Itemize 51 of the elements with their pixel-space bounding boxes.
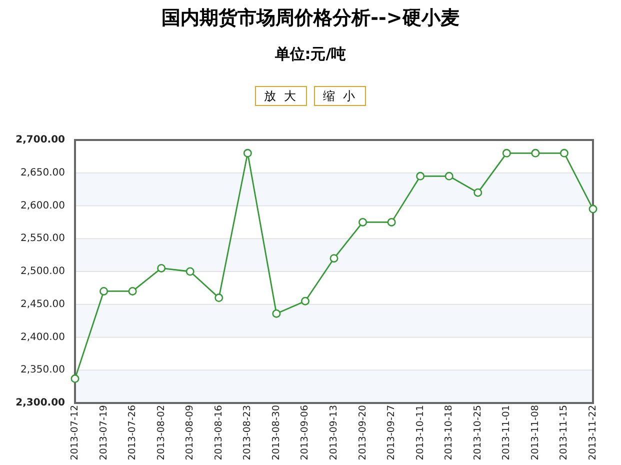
zoom-out-button[interactable]: 缩 小	[314, 86, 366, 106]
y-tick-label: 2,550.00	[20, 233, 65, 244]
x-tick-label: 2013-09-20	[357, 405, 368, 460]
x-tick-label: 2013-10-25	[472, 405, 484, 460]
x-tick-label: 2013-09-27	[386, 405, 398, 460]
x-tick-label: 2013-09-06	[300, 405, 311, 460]
y-tick-label: 2,450.00	[20, 298, 65, 310]
point	[128, 286, 137, 296]
chart-subtitle: 单位:元/吨	[274, 45, 348, 64]
point	[186, 267, 194, 276]
point	[560, 148, 568, 158]
point	[531, 148, 540, 158]
point	[502, 148, 511, 158]
x-tick-label: 2013-11-08	[530, 405, 541, 460]
x-tick-label: 2013-11-15	[558, 405, 570, 460]
x-tick-label: 2013-10-18	[444, 405, 455, 460]
x-tick-label: 2013-11-22	[588, 405, 598, 460]
x-tick-label: 2013-07-12	[70, 405, 80, 460]
x-tick-label: 2013-08-30	[270, 405, 282, 460]
x-tick-label: 2013-08-09	[184, 405, 196, 460]
x-tick-label: 2013-10-11	[414, 405, 426, 460]
x-tick-label: 2013-08-16	[213, 405, 224, 460]
x-tick-label: 2013-08-23	[242, 405, 254, 460]
y-tick-label: 2,650.00	[20, 167, 65, 178]
point	[474, 188, 482, 197]
x-tick-label: 2013-07-26	[127, 405, 138, 460]
point	[416, 172, 425, 180]
chart-title: 国内期货市场周价格分析-->硬小麦	[160, 6, 460, 31]
point	[100, 286, 108, 296]
point	[358, 218, 368, 226]
y-tick-label: 2,400.00	[20, 332, 65, 343]
x-tick-label: 2013-08-02	[156, 405, 167, 460]
point	[214, 294, 224, 302]
point	[157, 264, 166, 272]
y-tick-label: 2,600.00	[20, 200, 65, 212]
point	[444, 172, 454, 180]
x-tick-label: 2013-11-01	[501, 405, 512, 460]
y-tick-label: 2,500.00	[20, 266, 65, 277]
x-tick-label: 2013-09-13	[328, 405, 340, 460]
point	[588, 204, 598, 214]
y-tick-label: 2,350.00	[20, 364, 65, 376]
point	[330, 254, 338, 263]
point	[243, 148, 252, 158]
y-tick-label: 2,300.00	[16, 398, 66, 408]
zoom-in-button[interactable]: 放 大	[255, 86, 307, 106]
point	[300, 296, 310, 306]
point	[272, 309, 281, 318]
point	[70, 374, 80, 383]
y-tick-label: 2,700.00	[16, 134, 66, 146]
point	[387, 218, 396, 226]
x-tick-label: 2013-07-19	[98, 405, 110, 460]
